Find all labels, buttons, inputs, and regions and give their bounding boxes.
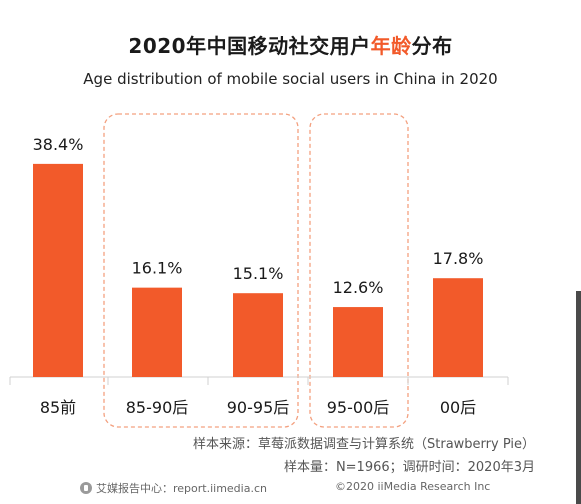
sample-size-note: 样本量：N=1966；调研时间：2020年3月 — [283, 460, 535, 475]
bar-1 — [33, 163, 83, 377]
bar-3 — [233, 293, 283, 377]
highlight-box-2 — [309, 113, 409, 428]
category-label-4: 95-00后 — [327, 398, 390, 417]
chart-title: 2020年中国移动社交用户年龄分布 — [0, 30, 581, 59]
x-axis-ticks — [9, 377, 509, 385]
chart-subtitle: Age distribution of mobile social users … — [83, 70, 498, 88]
value-label-1: 38.4% — [33, 135, 84, 154]
category-label-1: 85前 — [40, 398, 76, 417]
category-label-5: 00后 — [440, 398, 476, 417]
sample-source-note: 样本来源：草莓派数据调查与计算系统（Strawberry Pie） — [193, 437, 535, 452]
value-label-3: 15.1% — [233, 264, 284, 283]
bar-4 — [333, 307, 383, 377]
scrollbar[interactable] — [576, 291, 581, 504]
category-label-2: 85-90后 — [126, 398, 189, 417]
chart-title-main: 2020年中国移动社交用户 — [128, 34, 371, 58]
bar-2 — [132, 287, 182, 377]
chart-title-accent: 年龄 — [370, 34, 412, 58]
category-label-3: 90-95后 — [227, 398, 290, 417]
highlight-box-1 — [103, 113, 299, 428]
chart-title-tail: 分布 — [411, 34, 453, 58]
highlight-boxes — [103, 113, 409, 428]
iimedia-logo-icon — [80, 482, 92, 494]
category-labels: 85前 85-90后 90-95后 95-00后 00后 — [40, 398, 476, 417]
footer-left: 艾媒报告中心：report.iimedia.cn — [80, 480, 267, 496]
value-label-4: 12.6% — [333, 278, 384, 297]
bar-5 — [433, 278, 483, 377]
value-label-5: 17.8% — [433, 249, 484, 268]
footer-left-text: 艾媒报告中心：report.iimedia.cn — [96, 482, 267, 495]
footer-right-text: ©2020 iiMedia Research Inc — [335, 480, 491, 493]
value-labels: 38.4% 16.1% 15.1% 12.6% 17.8% — [33, 135, 484, 297]
bars — [33, 163, 483, 377]
value-label-2: 16.1% — [132, 259, 183, 278]
